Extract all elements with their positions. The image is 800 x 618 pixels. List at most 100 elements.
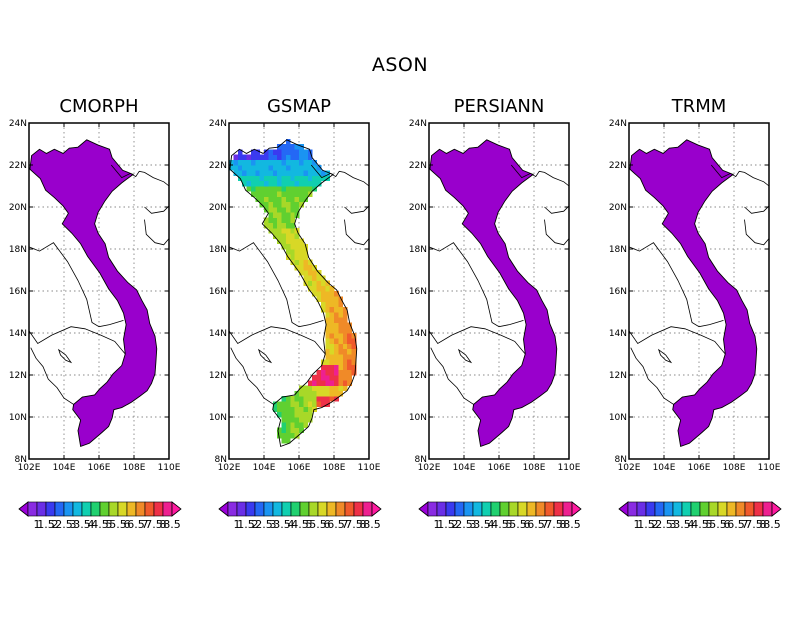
- grid-cell: [334, 317, 339, 323]
- colorbar: 11.522.533.544.555.566.577.588.5: [418, 501, 582, 531]
- grid-cell: [325, 312, 331, 318]
- colorbar-label: 7.5: [745, 518, 763, 531]
- country-border: [144, 219, 170, 246]
- grid-cell: [299, 243, 304, 250]
- grid-cell: [268, 175, 274, 182]
- grid-cell: [281, 180, 287, 187]
- grid-cell: [285, 233, 291, 239]
- grid-cell: [329, 359, 335, 365]
- colorbar-label: 3: [470, 518, 477, 531]
- grid-cell: [285, 417, 291, 423]
- grid-cell: [303, 264, 309, 271]
- precip-field: [229, 138, 357, 444]
- lat-tick-label: 8N: [215, 455, 227, 465]
- grid-cell: [272, 170, 278, 176]
- grid-cell: [255, 149, 261, 155]
- colorbar-swatch: [753, 501, 764, 517]
- grid-cell: [312, 170, 317, 176]
- grid-cell: [307, 417, 313, 423]
- lat-tick-label: 14N: [9, 329, 27, 339]
- lat-tick-label: 14N: [209, 329, 227, 339]
- grid-cell: [285, 401, 291, 407]
- grid-cell: [281, 212, 287, 218]
- grid-cell: [268, 149, 274, 155]
- grid-cell: [290, 149, 296, 155]
- country-border: [710, 164, 770, 187]
- lat-tick-label: 20N: [9, 203, 27, 213]
- country-border: [30, 347, 74, 405]
- grid-cell: [277, 217, 282, 224]
- grid-cell: [299, 270, 304, 276]
- grid-cell: [277, 165, 282, 171]
- grid-cell: [307, 401, 313, 407]
- grid-cell: [285, 422, 291, 428]
- grid-cell: [281, 427, 287, 434]
- grid-cell: [342, 312, 348, 318]
- grid-cell: [299, 186, 304, 192]
- grid-cell: [307, 186, 313, 192]
- colorbar-swatch: [90, 501, 101, 517]
- grid-cell: [307, 406, 313, 413]
- grid-cell: [338, 338, 344, 344]
- grid-cell: [299, 406, 304, 413]
- grid-cell: [277, 222, 282, 229]
- lat-tick-label: 12N: [209, 371, 227, 381]
- colorbar-label: 1: [634, 518, 641, 531]
- coastline: [629, 139, 758, 448]
- grid-cell: [325, 390, 331, 397]
- grid-cell: [242, 154, 247, 161]
- grid-cell: [351, 333, 357, 339]
- colorbar-label: 1: [34, 518, 41, 531]
- grid-cell: [294, 411, 300, 418]
- colorbar-swatch: [227, 501, 238, 517]
- grid-cell: [338, 312, 344, 318]
- colorbar-label: 7.5: [145, 518, 163, 531]
- grid-cell: [272, 191, 278, 197]
- grid-cell: [281, 175, 287, 182]
- grid-cell: [316, 380, 322, 386]
- grid-cell: [281, 154, 287, 161]
- grid-cell: [342, 375, 348, 381]
- colorbar-label: 7: [342, 518, 349, 531]
- grid-cell: [307, 396, 313, 402]
- grid-cell: [316, 369, 322, 376]
- lat-tick-label: 14N: [409, 329, 427, 339]
- grid-cell: [351, 364, 357, 371]
- grid-cell: [347, 322, 352, 329]
- grid-cell: [347, 343, 352, 350]
- grid-cell: [290, 228, 296, 234]
- grid-cell: [320, 380, 326, 386]
- grid-cell: [272, 186, 278, 192]
- grid-cell: [307, 390, 313, 397]
- grid-cell: [281, 165, 287, 171]
- grid-cell: [294, 243, 300, 250]
- grid-cell: [351, 359, 357, 365]
- grid-cell: [329, 380, 335, 386]
- grid-cell: [272, 212, 278, 218]
- grid-cell: [338, 375, 344, 381]
- colorbar-label: 4.5: [91, 518, 109, 531]
- grid-cell: [351, 354, 357, 360]
- grid-cell: [338, 354, 344, 360]
- colorbar-swatch: [535, 501, 546, 517]
- grid-cell: [307, 165, 313, 171]
- grid-cell: [281, 149, 287, 155]
- grid-cell: [268, 222, 274, 229]
- colorbar-label: 4.5: [691, 518, 709, 531]
- grid-cell: [290, 243, 296, 250]
- coastline: [29, 139, 158, 448]
- grid-cell: [259, 170, 265, 176]
- grid-cell: [338, 364, 344, 371]
- grid-cell: [299, 390, 304, 397]
- lat-tick-label: 22N: [9, 161, 27, 171]
- grid-cell: [334, 385, 339, 392]
- grid-cell: [281, 170, 287, 176]
- country-border: [110, 164, 170, 187]
- grid-cell: [277, 406, 282, 413]
- country-border: [310, 164, 370, 187]
- grid-cell: [342, 338, 348, 344]
- grid-cell: [299, 254, 304, 260]
- grid-cell: [303, 254, 309, 260]
- map-panel-gsmap: GSMAP 8N 10N 12N 14N 16N 18N 20N 22N 24N 102E 104E 1…: [209, 96, 382, 531]
- lon-tick-label: 110E: [358, 463, 381, 473]
